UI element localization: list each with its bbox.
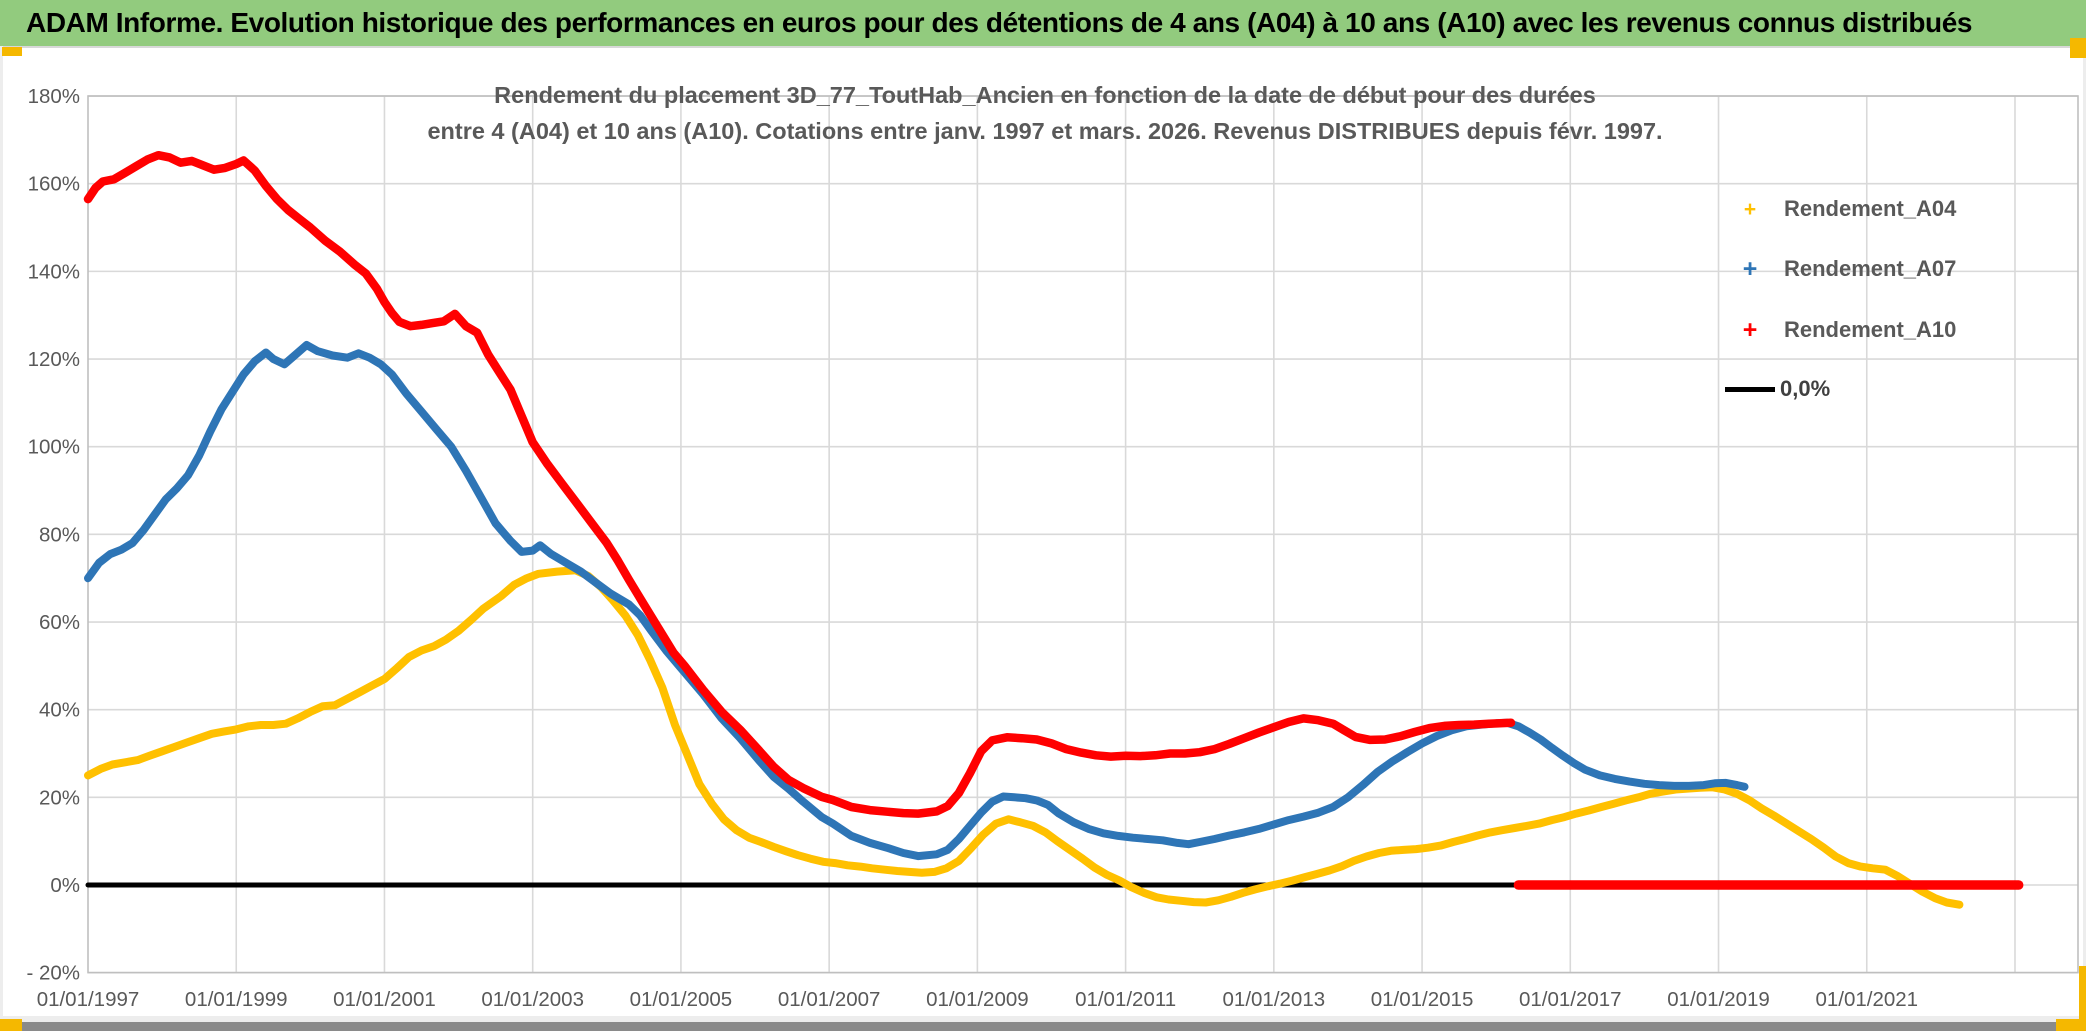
- plus-marker-icon: +: [1742, 254, 1758, 283]
- y-axis-tick-label: 160%: [28, 173, 80, 196]
- y-axis-tick-label: - 20%: [26, 962, 80, 985]
- legend-item-rendement-a10[interactable]: + Rendement_A10: [1722, 313, 2062, 347]
- chart-title-line1: Rendement du placement 3D_77_ToutHab_Anc…: [494, 82, 1596, 108]
- plus-marker-icon: +: [1743, 197, 1757, 221]
- bottom-edge: [0, 1016, 2086, 1022]
- legend-item-zero-line[interactable]: 0,0%: [1722, 372, 2062, 406]
- bottom-bar: [0, 1022, 2086, 1031]
- y-axis-tick-label: 60%: [39, 611, 80, 634]
- black-line-sample-icon: [1725, 386, 1775, 392]
- header-divider: [0, 46, 2086, 48]
- y-axis-tick-label: 20%: [39, 786, 80, 809]
- legend-item-rendement-a04[interactable]: + Rendement_A04: [1722, 192, 2062, 226]
- gold-corner-top-left: [2, 47, 22, 56]
- header-banner: ADAM Informe. Evolution historique des p…: [0, 0, 2086, 46]
- series-rendement-a07[interactable]: [84, 341, 1749, 861]
- gold-corner-bottom-right: [2056, 1019, 2086, 1031]
- header-title: ADAM Informe. Evolution historique des p…: [26, 7, 1973, 38]
- left-edge: [0, 46, 3, 1031]
- x-axis-tick-label: 01/01/2001: [333, 988, 436, 1011]
- x-axis-tick-label: 01/01/2019: [1667, 988, 1770, 1011]
- gold-corner-top-right: [2070, 38, 2086, 58]
- y-axis-tick-label: 100%: [28, 436, 80, 459]
- legend-label: Rendement_A07: [1784, 256, 1957, 281]
- x-axis-tick-label: 01/01/1999: [185, 988, 288, 1011]
- y-axis-tick-label: 140%: [28, 260, 80, 283]
- plot-border: [87, 95, 2079, 974]
- legend-label: Rendement_A10: [1784, 317, 1957, 342]
- y-axis-tick-label: 180%: [28, 85, 80, 108]
- x-axis-tick-label: 01/01/2017: [1519, 988, 1622, 1011]
- gold-edge-bottom-right: [2079, 966, 2086, 1031]
- x-axis-tick-label: 01/01/2013: [1223, 988, 1326, 1011]
- y-axis-tick-label: 120%: [28, 348, 80, 371]
- x-axis-tick-label: 01/01/2009: [926, 988, 1029, 1011]
- right-edge: [2083, 46, 2086, 1031]
- chart-title-line2: entre 4 (A04) et 10 ans (A10). Cotations…: [427, 118, 1663, 144]
- x-axis-tick-label: 01/01/2021: [1815, 988, 1918, 1011]
- x-axis-tick-label: 01/01/2015: [1371, 988, 1474, 1011]
- x-axis-tick-label: 01/01/2007: [778, 988, 881, 1011]
- plus-marker-icon: +: [1742, 315, 1758, 344]
- legend-item-rendement-a07[interactable]: + Rendement_A07: [1722, 252, 2062, 286]
- x-axis-tick-label: 01/01/2003: [481, 988, 584, 1011]
- legend-label: 0,0%: [1780, 376, 1831, 401]
- x-axis-tick-label: 01/01/1997: [37, 988, 140, 1011]
- series-rendement-a10[interactable]: [83, 150, 1516, 818]
- y-axis-tick-label: 80%: [39, 523, 80, 546]
- y-axis-tick-label: 40%: [39, 699, 80, 722]
- x-axis-tick-label: 01/01/2011: [1075, 988, 1176, 1011]
- y-axis-tick-label: 0%: [50, 874, 80, 897]
- series-rendement-a04[interactable]: [84, 566, 1964, 909]
- gold-corner-bottom-left: [0, 1019, 22, 1031]
- legend-label: Rendement_A04: [1784, 196, 1957, 221]
- x-axis-tick-label: 01/01/2005: [630, 988, 733, 1011]
